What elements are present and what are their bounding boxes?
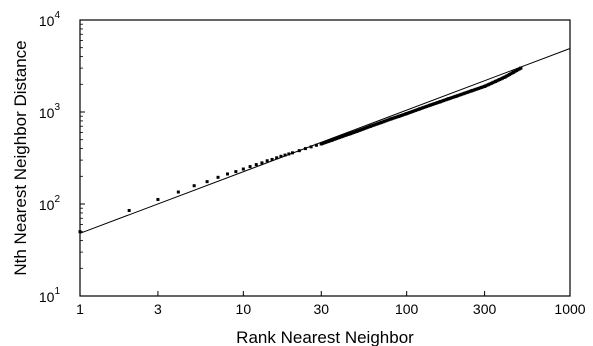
data-point [234,170,238,174]
data-point [314,143,318,147]
data-point [254,163,258,167]
data-point [241,167,245,171]
data-point [283,153,287,157]
y-tick-exponent: 3 [54,102,60,113]
data-point [279,154,283,158]
data-point [519,66,523,70]
x-tick-label: 3 [154,301,162,317]
data-points [78,66,523,234]
data-point [192,184,196,188]
y-tick-label: 103 [39,102,61,121]
x-tick-label: 30 [313,301,329,317]
data-point [127,208,131,212]
data-point [176,190,180,194]
y-tick-exponent: 4 [54,10,60,21]
x-tick-label: 300 [473,301,497,317]
data-point [78,230,82,234]
y-tick-exponent: 2 [54,194,60,205]
data-point [303,147,307,151]
data-point [265,159,269,163]
x-axis-ticks: 1 3 10 30 100 300 1000 [76,291,586,317]
data-point [226,172,230,176]
x-axis-title: Rank Nearest Neighbor [236,328,414,346]
data-point [270,157,274,161]
x-tick-label: 1 [76,301,84,317]
data-point [287,152,291,156]
plot-frame [79,19,571,297]
y-tick-label: 102 [39,194,61,213]
y-axis-title: Nth Nearest Neighbor Distance [11,40,30,275]
y-tick-exponent: 1 [54,286,60,297]
x-tick-label: 1000 [554,301,585,317]
fit-line [79,48,571,234]
data-point [205,180,209,184]
data-point [156,197,160,201]
y-axis-ticks: 101 102 103 104 [39,10,85,305]
data-point [216,175,220,179]
data-point [309,145,313,149]
data-point [297,149,301,153]
y-tick-label: 101 [39,286,61,305]
data-point [248,165,252,169]
x-tick-label: 100 [395,301,419,317]
x-tick-label: 10 [236,301,252,317]
data-point [275,156,279,160]
data-point [291,151,295,155]
data-point [260,161,264,165]
y-tick-label: 104 [39,10,61,29]
